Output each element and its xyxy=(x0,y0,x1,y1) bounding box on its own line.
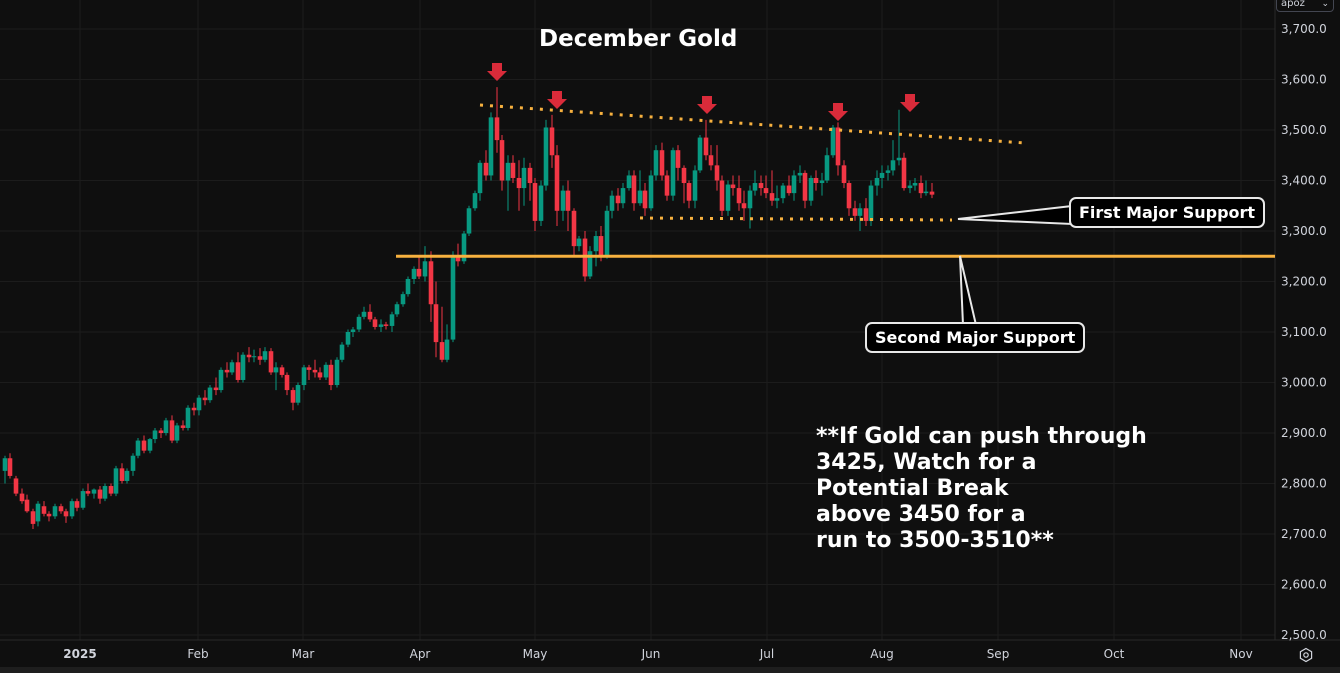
price-tick: 3,500.0 xyxy=(1281,123,1327,137)
bottom-scrollbar[interactable] xyxy=(0,667,1340,673)
time-tick: Nov xyxy=(1229,647,1252,661)
price-tick: 2,500.0 xyxy=(1281,628,1327,642)
time-tick: Apr xyxy=(410,647,431,661)
price-tick: 2,900.0 xyxy=(1281,426,1327,440)
chart-title: December Gold xyxy=(539,26,738,52)
price-tick: 2,800.0 xyxy=(1281,477,1327,491)
price-tick: 2,600.0 xyxy=(1281,578,1327,592)
time-tick: Feb xyxy=(187,647,208,661)
down-arrow-icon xyxy=(547,91,567,109)
down-arrow-icon xyxy=(828,103,848,121)
time-tick: Jul xyxy=(759,647,774,661)
time-tick: 2025 xyxy=(63,647,96,661)
price-tick: 2,700.0 xyxy=(1281,527,1327,541)
chevron-down-icon: ⌄ xyxy=(1321,0,1329,9)
time-tick: May xyxy=(523,647,548,661)
candles xyxy=(2,87,935,529)
price-tick: 3,200.0 xyxy=(1281,275,1327,289)
down-arrow-icon xyxy=(900,94,920,112)
gear-icon[interactable] xyxy=(1298,647,1314,663)
second-support-callout: Second Major Support xyxy=(865,322,1086,353)
price-tick: 3,300.0 xyxy=(1281,224,1327,238)
time-tick: Mar xyxy=(292,647,315,661)
symbol-dropdown-label: apoz xyxy=(1281,0,1305,9)
symbol-dropdown[interactable]: apoz ⌄ xyxy=(1276,0,1334,12)
resistance-trendline xyxy=(479,103,1026,145)
time-tick: Sep xyxy=(987,647,1010,661)
down-arrow-icon xyxy=(697,96,717,114)
time-tick: Aug xyxy=(870,647,893,661)
price-tick: 3,100.0 xyxy=(1281,325,1327,339)
analysis-note: **If Gold can push through 3425, Watch f… xyxy=(816,424,1147,553)
down-arrow-icon xyxy=(487,63,507,81)
time-tick: Jun xyxy=(641,647,661,661)
price-tick: 3,000.0 xyxy=(1281,376,1327,390)
first-support-callout: First Major Support xyxy=(1069,197,1266,228)
price-tick: 3,400.0 xyxy=(1281,174,1327,188)
price-tick: 3,700.0 xyxy=(1281,22,1327,36)
time-tick: Oct xyxy=(1104,647,1125,661)
first-support-line xyxy=(639,216,953,222)
price-tick: 3,600.0 xyxy=(1281,73,1327,87)
